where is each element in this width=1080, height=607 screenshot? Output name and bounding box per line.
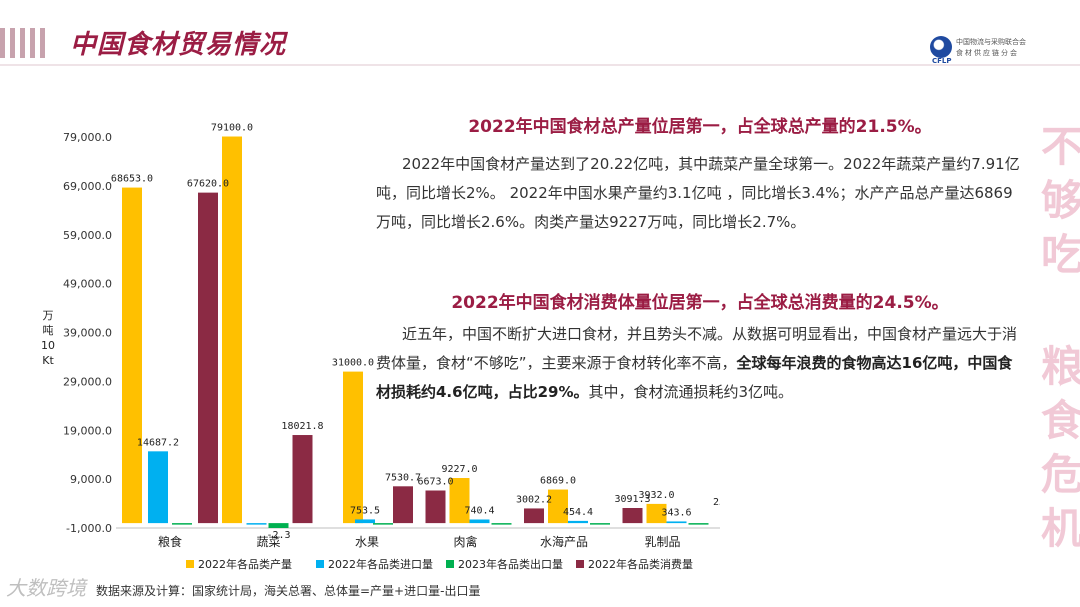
legend-swatch [316,560,324,568]
y-tick-label: 59,000.0 [63,229,112,242]
y-tick-label: 69,000.0 [63,180,112,193]
x-category-label: 水果 [355,535,379,549]
x-category-label: 蔬菜 [256,535,280,549]
bar-grain-production-b [222,136,242,524]
x-category-label: 乳制品 [644,535,680,549]
data-label: 3002.2 [516,494,552,505]
bar-1 [246,523,267,525]
logo-abbr: CFLP [932,57,952,65]
logo-globe-icon [930,36,952,58]
data-label: 79100.0 [211,123,253,134]
bar-3 [524,508,544,524]
bar-1 [355,519,375,524]
bar-0 [548,489,568,524]
data-label: 2520.0 [713,497,720,508]
data-label: 343.6 [661,507,691,518]
y-tick-label: 39,000.0 [63,327,112,340]
data-label: 68653.0 [111,174,153,185]
bar-production [343,371,363,524]
header-divider [0,64,1080,66]
legend-swatch [186,560,194,568]
page-title: 中国食材贸易情况 [70,30,287,60]
bar-1 [666,521,687,524]
legend-swatch [446,560,454,568]
y-tick-label: 19,000.0 [63,424,112,437]
data-label: 9227.0 [441,464,477,475]
y-axis-label: 万吨 10 Kt [41,309,55,367]
y-tick-label: 29,000.0 [63,375,112,388]
bar-1 [148,451,168,524]
data-label: 6869.0 [540,476,576,487]
data-label: 6673.0 [417,476,453,487]
legend-swatch [576,560,584,568]
bar-grain-production-a [122,187,142,524]
bar-2 [268,523,289,528]
y-tick-label: -1,000.0 [66,522,112,535]
paragraph-consumption: 近五年，中国不断扩大进口食材，并且势头不减。从数据可明显看出，中国食材产量远大于… [376,325,1018,401]
bar-1 [568,520,588,524]
logo-line1: 中国物流与采购联合会 [956,38,1026,46]
bar-3 [425,490,446,524]
bar-3 [292,435,313,524]
data-label: 454.4 [563,507,593,518]
bar-3 [393,486,413,524]
bar-2 [172,523,192,525]
legend-label: 2022年各品类消费量 [588,557,693,571]
bar-3 [198,192,218,524]
heading-production: 2022年中国食材总产量位居第一，占全球总产量的21.5%。 [468,117,932,137]
bar-chart: 79,000.0 69,000.0 59,000.0 49,000.0 39,000.0… [63,123,720,571]
bar-3 [622,508,643,524]
data-label: 18021.8 [281,421,323,432]
x-category-label: 水海产品 [540,534,588,549]
data-label: 31000.0 [332,358,374,369]
legend-label: 2022年各品类进口量 [328,557,433,571]
logo-line2: 食材供应链分会 [956,49,1019,57]
x-category-label: 肉禽 [453,534,477,549]
data-source-note: 数据来源及计算：国家统计局，海关总署、总体量=产量+进口量-出口量 [96,584,481,598]
x-category-label: 粮食 [158,534,182,549]
bar-1 [469,519,490,524]
data-label: 67620.0 [187,179,229,190]
legend-label: 2023年各品类出口量 [458,557,563,571]
bar-2 [491,523,512,525]
bar-2 [373,523,393,525]
watermark: 大数跨境 [6,576,86,600]
paragraph-production: 2022年中国食材产量达到了20.22亿吨，其中蔬菜产量全球第一。2022年蔬菜… [376,155,1020,231]
bar-2 [590,523,610,525]
data-label: 753.5 [350,505,380,516]
data-label: -2.3 [266,530,290,541]
heading-consumption: 2022年中国食材消费体量位居第一，占全球总消费量的24.5%。 [451,293,949,313]
data-label: 3091.3 [614,494,650,505]
y-tick-label: 79,000.0 [63,131,112,144]
data-label: 740.4 [464,505,494,516]
header-stripes [0,28,48,58]
legend-label: 2022年各品类产量 [198,557,292,571]
cflp-logo: 中国物流与采购联合会 食材供应链分会 CFLP [930,34,1050,66]
bar-0 [449,478,470,524]
side-slogan-1: 不够吃 [1040,122,1080,279]
y-tick-label: 49,000.0 [63,278,112,291]
bar-2 [688,523,709,525]
data-label: 7530.7 [385,472,421,483]
data-label: 3932.0 [638,490,674,501]
side-slogan-2: 粮食危机 [1040,342,1080,553]
data-label: 14687.2 [137,437,179,448]
bar-0 [646,503,667,524]
y-tick-label: 9,000.0 [70,473,112,486]
